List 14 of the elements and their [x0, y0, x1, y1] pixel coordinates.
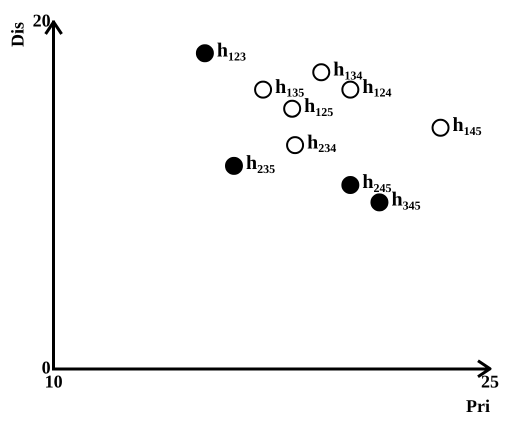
- point: [283, 100, 302, 118]
- point: [341, 176, 360, 194]
- x-axis-title: Pri: [466, 396, 490, 416]
- point: [341, 80, 360, 99]
- x-tick-label: 25: [481, 371, 499, 392]
- point: [196, 44, 214, 62]
- point: [254, 80, 272, 99]
- point: [286, 136, 304, 154]
- point: [370, 193, 388, 212]
- point: [432, 118, 450, 137]
- y-tick-label: 20: [32, 10, 51, 31]
- point: [312, 63, 330, 82]
- point: [224, 156, 243, 175]
- y-axis-title: Dis: [7, 22, 28, 48]
